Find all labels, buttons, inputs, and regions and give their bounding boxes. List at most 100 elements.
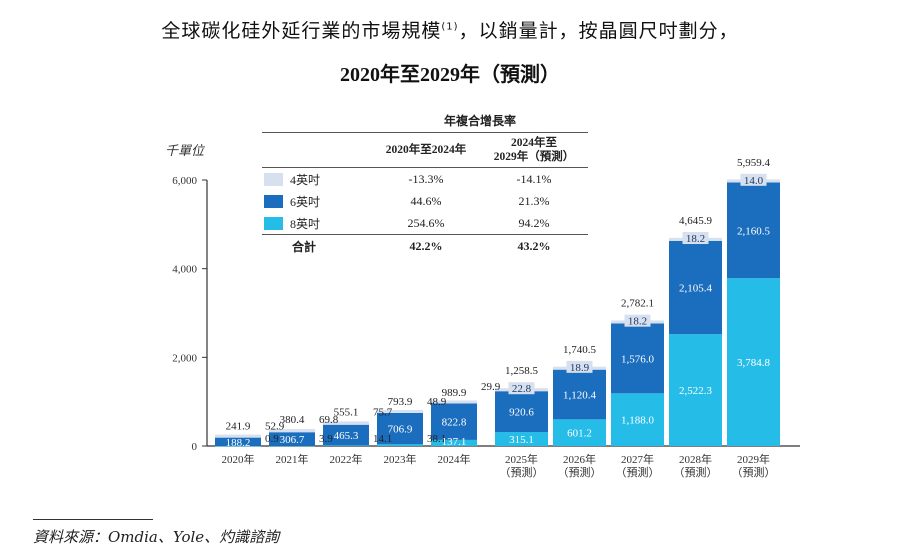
cagr-value-2024-2029: 21.3% [518,193,550,208]
y-tick-label: 6,000 [172,175,197,187]
value-label-inch8: 137.1 [442,436,467,448]
bar-inch4 [431,400,477,404]
x-tick-label: 2024年 [438,452,471,466]
value-label-inch4: 18.2 [686,233,705,245]
x-tick-labels: 2020年 2021年 2022年 2023年 2024年 2025年（預測）2026年（… [222,452,776,479]
bar-inch8 [727,278,780,446]
x-tick-label: 2025年 [505,452,538,466]
value-label-inch8: 3,784.8 [737,357,771,369]
x-tick-label: 2022年 [330,452,363,466]
legend-swatch-inch8 [264,216,283,230]
value-label-inch8: 2,522.3 [679,385,713,397]
x-tick-label: 2026年 [563,452,596,466]
x-tick-label: 2023年 [384,452,417,466]
bar-inch4 [269,429,315,433]
total-label: 989.9 [442,387,467,399]
title-footnote: (1) [441,21,459,33]
cagr-row: 8英吋 254.6% 94.2% [262,212,588,234]
title-suffix: ，以銷量計，按晶圓尺吋劃分， [458,20,739,42]
total-cagr-1: 42.2% [409,238,443,253]
y-tick-label: 2,000 [172,352,197,364]
chart-title-line1: 全球碳化硅外延行業的市場規模(1)，以銷量計，按晶圓尺吋劃分， [0,16,900,43]
legend-label: 4英吋 [290,172,321,187]
cagr-rows: 4英吋 -13.3% -14.1% 6英吋 44.6% 21.3% 8英吋 254.6% 94.… [262,168,588,234]
bar-inch8 [669,334,722,446]
source-note: 資料來源：Omdia、Yole、灼識諮詢 [33,528,280,546]
value-label-inch8: 38.1 [427,433,446,445]
total-label: 793.9 [388,396,413,408]
cagr-row: 4英吋 -13.3% -14.1% [262,168,588,190]
value-label-inch6: 920.6 [509,407,534,419]
y-tick-label: 4,000 [172,264,197,276]
x-tick-sublabel: （預測） [732,465,776,479]
bar-inch4 [377,409,423,413]
value-label-inch4: 52.9 [265,420,285,432]
total-label: 380.4 [280,414,305,426]
value-label-inch6: 822.8 [442,417,467,429]
x-tick-label: 2027年 [621,452,654,466]
cagr-legend-table: 年複合增長率 2020年至2024年 2024年至 2029年（預測） 4英吋 -1… [262,112,588,257]
bar-inch4 [323,421,369,425]
legend-swatch-inch4 [264,172,283,186]
bar-inch6 [553,369,606,420]
total-label: 2,782.1 [621,298,654,310]
x-tick-sublabel: （預測） [674,465,718,479]
value-label-bg-inch4 [624,314,651,327]
cagr-total-row: 合計 42.2% 43.2% [262,234,588,257]
legend-label: 8英吋 [290,216,321,231]
value-label-bg-inch4 [740,173,767,186]
bar-inch6 [495,391,548,433]
x-tick-sublabel: （預測） [500,465,544,479]
x-tick-label: 2021年 [276,452,309,466]
value-label-inch6: 1,120.4 [563,390,597,402]
value-label-bg-inch4 [682,232,709,245]
total-label: 555.1 [334,406,359,418]
bar-inch6 [727,182,780,279]
cagr-col2-header: 2024年至 2029年（預測） [493,137,575,163]
value-label-inch4: 18.2 [628,316,647,328]
value-label-bg-inch4 [508,382,535,395]
value-label-bg-inch4 [566,360,593,373]
total-label: 合計 [292,239,317,254]
value-label-inch6: 465.3 [334,430,359,442]
total-label: 241.9 [226,420,251,432]
x-tick-sublabel: （預測） [558,465,602,479]
x-tick-sublabel: （預測） [616,465,660,479]
value-label-inch8: 315.1 [509,434,534,446]
y-axis-unit-label: 千單位 [165,144,205,159]
y-tick-label: 0 [192,441,198,453]
bar-inch6 [669,240,722,335]
x-tick-label: 2028年 [679,452,712,466]
value-label-inch8: 0.9 [265,433,279,445]
title-text: 全球碳化硅外延行業的市場規模 [161,20,442,42]
value-label-inch4: 69.8 [319,414,339,426]
value-label-inch4: 18.9 [570,362,590,374]
value-label-inch6: 2,160.5 [737,225,771,237]
bar-inch6 [431,403,477,440]
cagr-value-2020-2024: 254.6% [407,215,445,230]
cagr-table-title: 年複合增長率 [443,114,516,128]
total-label: 1,740.5 [563,344,597,356]
value-label-inch8: 3.9 [319,433,333,445]
bar-inch6 [611,323,664,394]
bar-inch8 [553,419,606,446]
cagr-header-row: 2020年至2024年 2024年至 2029年（預測） [262,132,588,167]
value-label-inch6: 2,105.4 [679,283,713,295]
value-label-inch8: 1,188.0 [621,415,655,427]
bar-inch8 [377,444,423,446]
bar-inch6 [377,412,423,445]
value-label-inch4: 22.8 [512,383,532,395]
value-label-inch6: 1,576.0 [621,353,655,365]
bar-inch8 [269,445,315,447]
cagr-value-2020-2024: 44.6% [410,193,442,208]
bar-inch8 [215,445,261,447]
legend-swatch-inch6 [264,194,283,208]
x-tick-label: 2029年 [737,452,770,466]
cagr-value-2024-2029: -14.1% [516,171,552,186]
bar-inch6 [323,424,369,446]
value-label-inch8: 14.1 [373,433,392,445]
value-label-inch4: 75.7 [373,406,393,418]
bar-inch8 [323,445,369,446]
